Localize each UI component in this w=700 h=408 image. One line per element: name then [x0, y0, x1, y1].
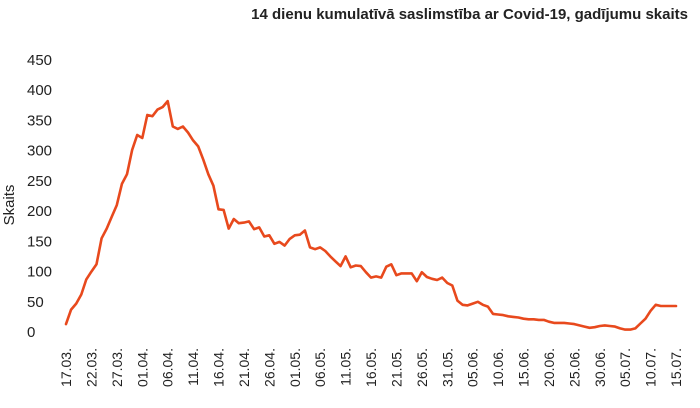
x-tick-label: 11.04. [185, 348, 201, 386]
x-axis-ticks: 17.03. 22.03. 27.03. 01.04. 06.04. 11.04. 16.0… [58, 348, 684, 387]
x-tick-label: 21.04. [236, 348, 252, 387]
series-group [64, 99, 678, 331]
x-tick-label: 17.03. [58, 348, 74, 387]
x-tick-label: 31.05. [439, 348, 455, 387]
y-tick-label: 200 [27, 203, 52, 220]
y-tick-label: 100 [27, 264, 52, 281]
y-tick-label: 250 [27, 173, 52, 190]
x-tick-label: 01.05. [287, 348, 303, 387]
x-tick-label: 10.06. [490, 348, 506, 387]
series-line [64, 99, 678, 331]
x-tick-label: 15.06. [516, 348, 532, 387]
y-tick-label: 150 [27, 233, 52, 250]
chart-title: 14 dienu kumulatīvā saslimstība ar Covid… [251, 6, 688, 23]
y-tick-label: 300 [27, 143, 52, 160]
x-tick-label: 06.05. [312, 348, 328, 387]
x-tick-label: 27.03. [109, 348, 125, 387]
x-tick-label: 26.04. [261, 348, 277, 387]
y-axis-label-group: Skaits [1, 185, 18, 226]
y-tick-label: 450 [27, 52, 52, 69]
y-axis-ticks: 0 50 100 150 200 250 300 350 400 450 [27, 52, 52, 341]
y-axis-label: Skaits [1, 185, 18, 226]
x-tick-label: 06.04. [160, 348, 176, 387]
x-tick-label: 16.04. [211, 348, 227, 387]
y-tick-label: 0 [27, 324, 35, 341]
x-tick-label: 05.07. [617, 348, 633, 387]
x-tick-label: 25.06. [566, 348, 582, 387]
x-tick-label: 21.05. [388, 348, 404, 387]
x-tick-label: 10.07. [643, 348, 659, 387]
x-tick-label: 01.04. [134, 348, 150, 387]
x-tick-label: 30.06. [592, 348, 608, 387]
x-tick-label: 05.06. [465, 348, 481, 387]
x-tick-label: 20.06. [541, 348, 557, 387]
x-tick-label: 11.05. [338, 348, 354, 386]
x-tick-label: 22.03. [83, 348, 99, 387]
y-tick-label: 50 [27, 294, 44, 311]
y-tick-label: 400 [27, 82, 52, 99]
y-tick-label: 350 [27, 112, 52, 129]
x-tick-label: 15.07. [668, 348, 684, 387]
x-tick-label: 26.05. [414, 348, 430, 387]
x-tick-label: 16.05. [363, 348, 379, 387]
